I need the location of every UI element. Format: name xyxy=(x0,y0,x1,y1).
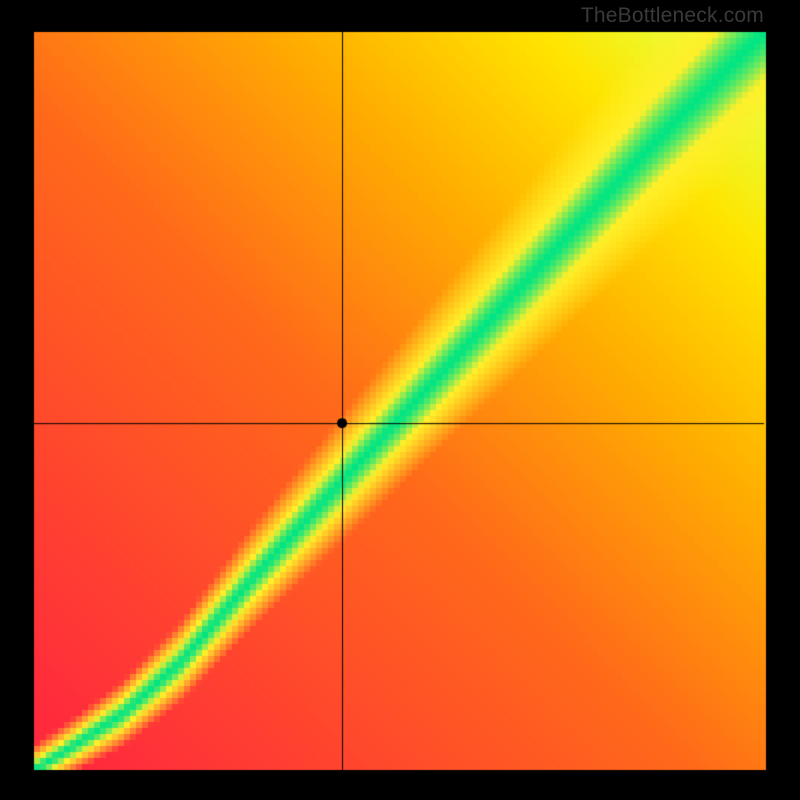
watermark-text: TheBottleneck.com xyxy=(581,4,764,28)
bottleneck-heatmap xyxy=(0,0,800,800)
